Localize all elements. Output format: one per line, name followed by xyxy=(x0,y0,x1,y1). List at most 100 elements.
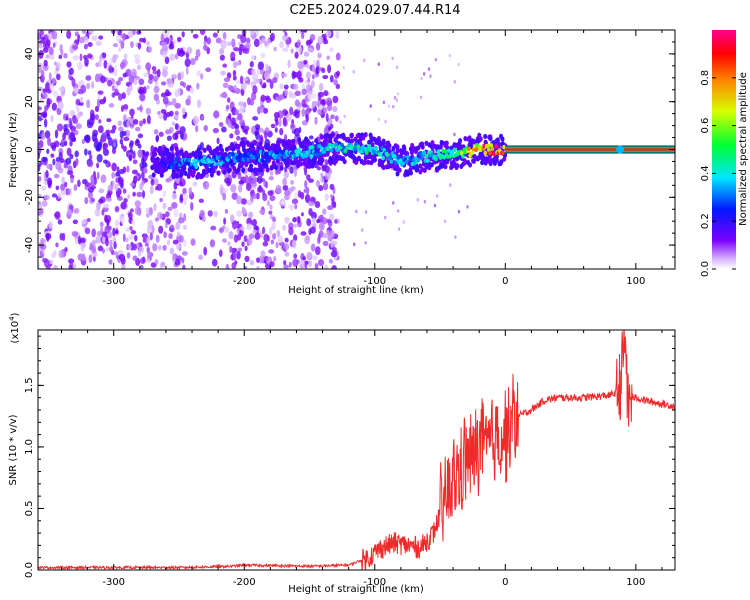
noise-cell xyxy=(94,73,100,83)
noise-cell xyxy=(89,154,93,160)
noise-cell xyxy=(300,259,305,268)
noise-cell xyxy=(98,119,102,124)
noise-cell xyxy=(146,225,151,234)
noise-cell xyxy=(104,214,108,223)
noise-cell xyxy=(419,95,423,100)
echo-cell xyxy=(182,165,187,172)
noise-cell xyxy=(218,121,224,127)
noise-cell xyxy=(57,192,62,199)
noise-cell xyxy=(246,37,251,44)
noise-cell xyxy=(125,237,129,243)
noise-cell xyxy=(178,212,183,219)
noise-cell xyxy=(113,251,119,256)
noise-cell xyxy=(112,141,116,148)
spectrogram-heatmap xyxy=(38,30,675,269)
noise-cell xyxy=(332,95,339,104)
noise-cell xyxy=(329,183,335,191)
echo-cell xyxy=(394,160,398,166)
noise-cell xyxy=(99,221,104,228)
noise-cell xyxy=(317,233,321,243)
echo-cell xyxy=(175,150,180,156)
noise-cell xyxy=(318,222,325,231)
noise-cell xyxy=(272,77,278,84)
noise-cell xyxy=(276,230,281,238)
noise-cell xyxy=(107,184,114,192)
echo-cell xyxy=(430,140,435,146)
noise-cell xyxy=(195,124,199,133)
noise-cell xyxy=(44,118,48,128)
noise-cell xyxy=(331,200,336,207)
noise-cell xyxy=(123,104,129,110)
noise-cell xyxy=(134,58,141,65)
noise-cell xyxy=(72,261,77,269)
noise-cell xyxy=(76,112,81,120)
noise-cell xyxy=(339,120,342,124)
noise-cell xyxy=(238,101,244,107)
noise-cell xyxy=(83,54,88,60)
noise-cell xyxy=(212,32,218,38)
noise-cell xyxy=(223,226,230,233)
noise-cell xyxy=(244,125,250,131)
echo-cell xyxy=(342,158,347,165)
echo-cell xyxy=(393,154,397,159)
echo-cell xyxy=(323,137,328,143)
noise-cell xyxy=(82,253,86,261)
noise-cell xyxy=(206,37,212,45)
noise-cell xyxy=(213,210,218,218)
echo-cell xyxy=(336,133,341,139)
noise-cell xyxy=(84,227,91,235)
noise-cell xyxy=(300,30,306,33)
noise-cell xyxy=(79,96,84,103)
echo-cell xyxy=(191,169,196,176)
noise-cell xyxy=(101,52,107,59)
noise-cell xyxy=(129,84,133,92)
noise-cell xyxy=(318,185,324,192)
noise-cell xyxy=(326,218,332,224)
noise-cell xyxy=(148,73,154,80)
noise-cell xyxy=(97,90,104,95)
noise-cell xyxy=(436,194,439,198)
noise-cell xyxy=(72,219,79,225)
noise-cell xyxy=(296,70,302,80)
noise-cell xyxy=(232,75,237,81)
noise-cell xyxy=(310,226,316,234)
colorbar-tick-label: 0.6 xyxy=(700,118,711,134)
noise-cell xyxy=(92,256,96,262)
noise-cell xyxy=(39,97,44,103)
noise-cell xyxy=(98,188,105,194)
noise-cell xyxy=(172,253,175,263)
noise-cell xyxy=(45,54,50,59)
noise-cell xyxy=(275,119,279,126)
noise-cell xyxy=(226,97,231,103)
noise-cell xyxy=(196,70,202,77)
noise-cell xyxy=(55,242,59,248)
noise-cell xyxy=(117,177,124,185)
noise-cell xyxy=(320,99,326,105)
noise-cell xyxy=(111,162,117,172)
noise-cell xyxy=(112,43,119,48)
noise-cell xyxy=(99,54,103,60)
figure-title: C2E5.2024.029.07.44.R14 xyxy=(289,3,460,18)
echo-cell xyxy=(165,147,170,154)
noise-cell xyxy=(324,165,331,173)
spectrogram-x-tick-label: 0 xyxy=(502,276,508,287)
noise-cell xyxy=(221,126,227,133)
noise-cell xyxy=(262,241,269,247)
noise-cell xyxy=(453,79,456,84)
echo-cell xyxy=(276,154,281,160)
noise-cell xyxy=(454,235,457,239)
noise-cell xyxy=(176,231,181,237)
echo-cell xyxy=(494,144,498,149)
noise-cell xyxy=(228,230,234,240)
echo-cell xyxy=(444,140,449,146)
noise-cell xyxy=(96,153,103,163)
noise-cell xyxy=(262,193,268,202)
noise-cell xyxy=(257,61,265,71)
noise-cell xyxy=(80,238,86,243)
noise-cell xyxy=(184,58,191,68)
noise-cell xyxy=(112,227,116,237)
echo-cell xyxy=(349,149,354,155)
noise-cell xyxy=(40,237,46,243)
noise-cell xyxy=(129,182,135,187)
echo-cell xyxy=(461,154,465,159)
